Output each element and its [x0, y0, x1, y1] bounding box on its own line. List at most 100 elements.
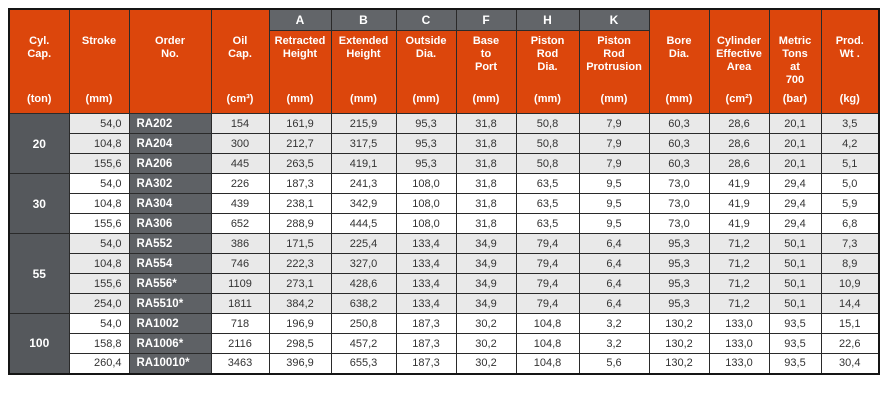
data-cell: 7,9	[578, 153, 650, 174]
data-cell: 93,5	[768, 333, 822, 354]
data-cell: 10,9	[820, 273, 880, 294]
column-header-order-no: Order No.	[128, 8, 212, 114]
data-cell: 396,9	[268, 353, 332, 374]
data-cell: 8,9	[820, 253, 880, 274]
data-cell: 187,3	[395, 313, 457, 334]
data-cell: 161,9	[268, 113, 332, 134]
table-row-ra206: 155,6 RA206 445 263,5 419,1 95,3 31,8 50,8 7,9 60…	[9, 153, 880, 174]
data-cell: 34,9	[455, 233, 517, 254]
column-name: Base to Port	[472, 35, 500, 73]
data-cell: 130,2	[648, 333, 710, 354]
stroke-value: 54,0	[68, 113, 130, 134]
table-row-ra204: 104,8 RA204 300 212,7 317,5 95,3 31,8 50,8 7,9 60…	[9, 133, 880, 154]
stroke-value: 54,0	[68, 173, 130, 194]
data-cell: 419,1	[330, 153, 397, 174]
stroke-value: 158,8	[68, 333, 130, 354]
column-unit: (mm)	[600, 93, 628, 105]
data-cell: 1109	[210, 273, 270, 294]
data-cell: 93,5	[768, 313, 822, 334]
stroke-value: 260,4	[68, 353, 130, 374]
data-cell: 71,2	[708, 253, 770, 274]
column-letter-spacer	[822, 10, 879, 31]
data-cell: 31,8	[455, 193, 517, 214]
column-name: Piston Rod Protrusion	[586, 35, 642, 73]
column-unit: (bar)	[782, 93, 808, 105]
data-cell: 41,9	[708, 193, 770, 214]
column-name: Order No.	[155, 35, 185, 60]
data-cell: 31,8	[455, 213, 517, 234]
stroke-value: 104,8	[68, 193, 130, 214]
order-no: RA206	[128, 153, 212, 174]
order-no: RA204	[128, 133, 212, 154]
data-cell: 60,3	[648, 113, 710, 134]
data-cell: 28,6	[708, 153, 770, 174]
data-cell: 215,9	[330, 113, 397, 134]
data-cell: 5,1	[820, 153, 880, 174]
data-cell: 133,0	[708, 353, 770, 374]
order-no: RA554	[128, 253, 212, 274]
order-no: RA556*	[128, 273, 212, 294]
stroke-value: 104,8	[68, 253, 130, 274]
stroke-value: 104,8	[68, 133, 130, 154]
data-cell: 133,0	[708, 333, 770, 354]
data-cell: 14,4	[820, 293, 880, 314]
column-unit: (mm)	[472, 93, 500, 105]
column-letter-spacer	[710, 10, 769, 31]
data-cell: 50,1	[768, 253, 822, 274]
data-cell: 655,3	[330, 353, 397, 374]
cylinder-spec-table: Cyl. Cap. (ton) Stroke (mm) Order No. Oil Cap…	[8, 8, 880, 375]
data-cell: 2116	[210, 333, 270, 354]
data-cell: 93,5	[768, 353, 822, 374]
data-cell: 71,2	[708, 273, 770, 294]
column-letter-c: C	[396, 10, 456, 31]
data-cell: 95,3	[648, 293, 710, 314]
table-row-ra10010: 260,4 RA10010* 3463 396,9 655,3 187,3 30,2 104,…	[9, 353, 880, 374]
data-cell: 73,0	[648, 173, 710, 194]
data-cell: 30,2	[455, 353, 517, 374]
column-letter-spacer	[10, 10, 69, 31]
table-row-ra554: 104,8 RA554 746 222,3 327,0 133,4 34,9 79,4 6,4 9…	[9, 253, 880, 274]
data-cell: 212,7	[268, 133, 332, 154]
data-cell: 104,8	[515, 333, 580, 354]
data-cell: 95,3	[648, 233, 710, 254]
data-cell: 30,2	[455, 313, 517, 334]
column-name: Cylinder Effective Area	[716, 35, 762, 73]
data-cell: 288,9	[268, 213, 332, 234]
data-cell: 187,3	[395, 333, 457, 354]
column-letter-k: K	[579, 10, 649, 31]
group-capacity-30: 30	[8, 173, 70, 234]
data-cell: 250,8	[330, 313, 397, 334]
column-unit: (mm)	[85, 93, 113, 105]
data-cell: 73,0	[648, 213, 710, 234]
column-name: Cyl. Cap.	[27, 35, 52, 60]
data-cell: 20,1	[768, 153, 822, 174]
column-unit	[130, 93, 211, 113]
data-cell: 28,6	[708, 113, 770, 134]
data-cell: 7,9	[578, 133, 650, 154]
stroke-value: 254,0	[68, 293, 130, 314]
data-cell: 718	[210, 313, 270, 334]
data-cell: 300	[210, 133, 270, 154]
data-cell: 638,2	[330, 293, 397, 314]
column-letter-b: B	[331, 10, 396, 31]
data-cell: 187,3	[395, 353, 457, 374]
data-cell: 746	[210, 253, 270, 274]
column-name: Stroke	[81, 35, 117, 47]
data-cell: 652	[210, 213, 270, 234]
data-cell: 3,2	[578, 333, 650, 354]
data-cell: 108,0	[395, 213, 457, 234]
order-no: RA302	[128, 173, 212, 194]
stroke-value: 155,6	[68, 153, 130, 174]
column-header-extended-height: B Extended Height (mm)	[330, 8, 397, 114]
data-cell: 154	[210, 113, 270, 134]
data-cell: 133,4	[395, 273, 457, 294]
group-capacity-55: 55	[8, 233, 70, 314]
column-letter-spacer	[770, 10, 821, 31]
column-name: Bore Dia.	[666, 35, 692, 60]
column-unit: (mm)	[665, 93, 693, 105]
data-cell: 273,1	[268, 273, 332, 294]
table-row-ra304: 104,8 RA304 439 238,1 342,9 108,0 31,8 63,5 9,5 7…	[9, 193, 880, 214]
data-cell: 41,9	[708, 213, 770, 234]
data-cell: 95,3	[648, 253, 710, 274]
data-cell: 29,4	[768, 213, 822, 234]
